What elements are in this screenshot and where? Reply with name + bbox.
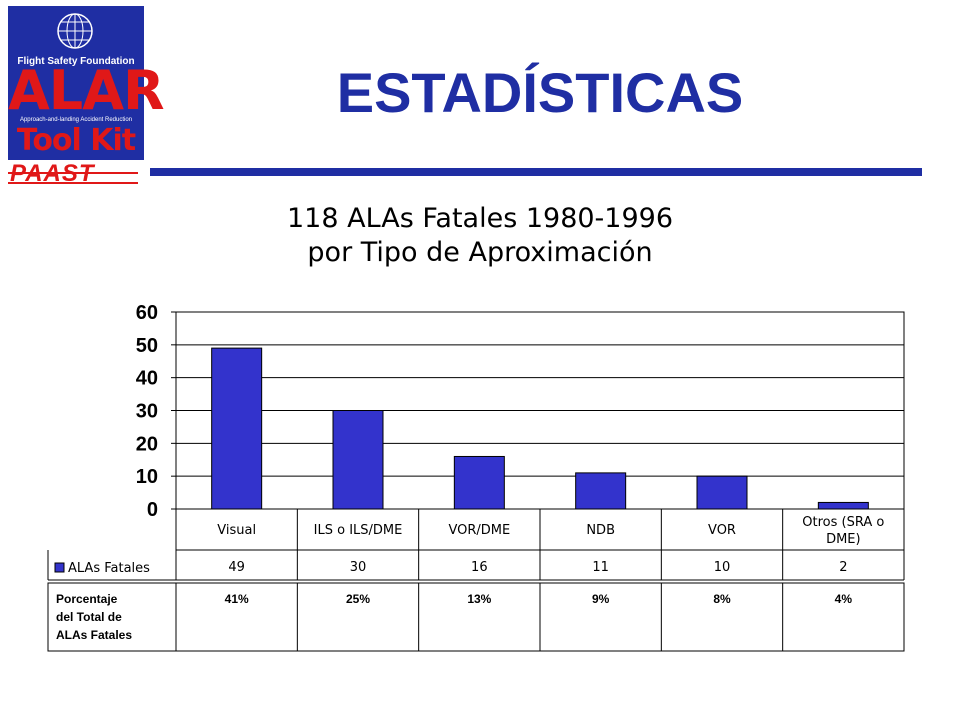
value-label: 16 [471, 560, 488, 575]
percent-header: ALAs Fatales [56, 628, 132, 642]
percent-value: 25% [346, 592, 370, 606]
logo-alar-text: ALAR [8, 59, 165, 122]
paast-underline-bottom [8, 182, 138, 184]
percent-value: 8% [713, 592, 731, 606]
chart-title-line-2: por Tipo de Aproximación [307, 237, 653, 268]
percent-table-frame [47, 582, 905, 652]
percent-header: del Total de [56, 610, 122, 624]
value-label: 30 [350, 560, 367, 575]
bar [817, 501, 869, 510]
logo-foundation-text: Flight Safety Foundation [17, 56, 135, 67]
legend-label: ALAs Fatales [68, 561, 150, 576]
title-rule [150, 168, 922, 176]
category-label: VOR [708, 523, 736, 538]
category-label: NDB [586, 523, 615, 538]
value-label: 2 [839, 560, 847, 575]
bar [453, 455, 505, 510]
logo-toolkit-text: Tool Kit [16, 123, 136, 158]
y-tick-label: 40 [136, 368, 158, 390]
value-label: 11 [592, 560, 609, 575]
value-label: 10 [714, 560, 731, 575]
bar [575, 472, 627, 510]
y-tick-label: 20 [136, 433, 158, 455]
y-tick-label: 10 [136, 466, 158, 488]
chart-title: 118 ALAs Fatales 1980-1996 por Tipo de A… [200, 202, 760, 270]
category-label: VOR/DME [448, 523, 510, 538]
chart-title-line-1: 118 ALAs Fatales 1980-1996 [286, 203, 674, 234]
y-tick-label: 0 [147, 499, 158, 521]
category-label: Otros (SRA o [802, 515, 884, 530]
y-tick-label: 50 [136, 335, 158, 357]
bar [332, 410, 384, 510]
paast-label: PAAST [10, 160, 95, 187]
slide-title: ESTADÍSTICAS [336, 61, 744, 124]
percent-value: 13% [467, 592, 491, 606]
bar [211, 347, 263, 510]
percent-header: Porcentaje [56, 592, 118, 606]
percent-value: 9% [592, 592, 610, 606]
legend-swatch [54, 562, 65, 573]
paast-underline-top [8, 172, 138, 174]
logo-subtitle-text: Approach-and-landing Accident Reduction [19, 117, 133, 123]
bar [696, 475, 748, 510]
value-label: 49 [228, 560, 245, 575]
percent-value: 41% [225, 592, 249, 606]
y-tick-label: 60 [136, 302, 158, 324]
category-label: Visual [217, 523, 256, 538]
y-tick-label: 30 [136, 401, 158, 423]
alar-toolkit-logo: Flight Safety Foundation ALAR Approach-a… [8, 6, 165, 160]
category-label: DME) [826, 532, 861, 547]
percent-value: 4% [835, 592, 853, 606]
globe-icon [57, 13, 93, 49]
category-label: ILS o ILS/DME [314, 523, 403, 538]
